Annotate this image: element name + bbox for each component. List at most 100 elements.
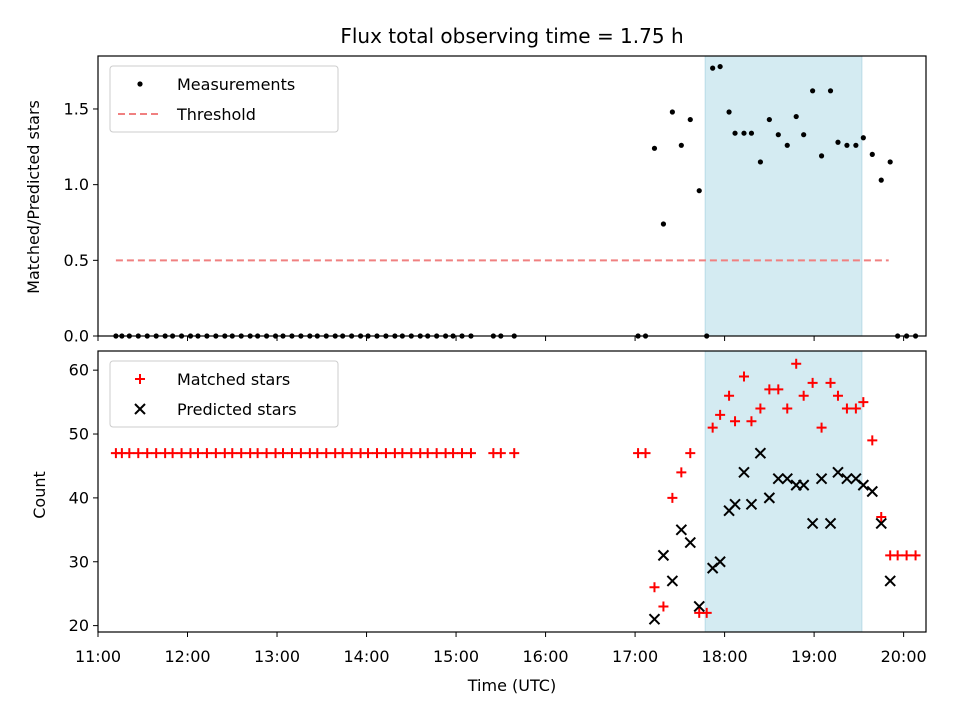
data-point: [649, 582, 660, 593]
data-point: [797, 479, 810, 491]
data-point: [844, 142, 850, 148]
data-point: [363, 448, 374, 459]
x-tick-label: 16:00: [523, 647, 569, 666]
series-predicted-stars: [648, 447, 896, 625]
data-point: [816, 422, 827, 433]
data-point: [860, 135, 866, 141]
data-point: [236, 448, 247, 459]
legend-marker: [135, 374, 145, 384]
data-point: [142, 448, 153, 459]
data-point: [764, 384, 775, 395]
y-tick-label: 30: [69, 552, 89, 571]
x-tick-label: 13:00: [254, 647, 300, 666]
data-point: [201, 448, 212, 459]
data-point: [853, 142, 859, 148]
legend-marker: [137, 81, 143, 87]
data-point: [133, 448, 144, 459]
data-point: [781, 473, 793, 485]
y-tick-label: 1.0: [64, 175, 89, 194]
data-point: [687, 116, 693, 123]
y-tick-label: 60: [69, 361, 89, 380]
data-point: [648, 613, 661, 625]
data-point: [741, 130, 747, 136]
chart-title: Flux total observing time = 1.75 h: [340, 24, 683, 48]
data-point: [657, 549, 670, 562]
data-point: [696, 188, 702, 194]
data-point: [835, 139, 841, 145]
data-point: [827, 88, 834, 94]
data-point: [707, 422, 718, 433]
data-point: [684, 536, 696, 549]
data-point: [448, 448, 459, 459]
x-tick-label: 20:00: [881, 647, 927, 666]
data-point: [667, 492, 678, 503]
x-tick-label: 12:00: [164, 647, 210, 666]
data-point: [807, 377, 818, 388]
data-point: [757, 159, 764, 165]
top-y-axis-label: Matched/Predicted stars: [24, 100, 43, 294]
data-point: [773, 384, 784, 395]
axes-frame: [97, 55, 927, 337]
data-point: [724, 390, 735, 401]
data-point: [210, 448, 221, 459]
data-point: [167, 448, 178, 459]
data-point: [763, 492, 776, 504]
data-point: [509, 448, 520, 459]
data-point: [726, 109, 732, 115]
bottom-panel: 20 30 40 50 60 11:00 12:00 13:00 14:00 15:00 16:00…: [69, 350, 927, 666]
data-point: [151, 448, 162, 459]
data-point: [640, 448, 651, 459]
y-tick-label: 1.5: [64, 99, 89, 118]
data-point: [658, 601, 669, 612]
data-point: [832, 390, 843, 401]
data-point: [815, 473, 828, 485]
x-tick-label: 18:00: [702, 647, 748, 666]
data-point: [901, 550, 912, 561]
data-point: [710, 65, 716, 71]
data-point: [286, 448, 297, 459]
data-point: [717, 63, 723, 70]
data-point: [772, 473, 785, 485]
data-point: [675, 524, 688, 536]
x-tick-label: 14:00: [343, 647, 389, 666]
data-point: [465, 448, 476, 459]
data-point: [732, 130, 738, 136]
data-point: [730, 416, 741, 427]
data-point: [714, 556, 726, 568]
series-matched-stars: [110, 358, 921, 618]
data-point: [878, 177, 884, 183]
data-point: [869, 151, 875, 157]
data-point: [798, 390, 809, 401]
highlight-span: [704, 55, 863, 337]
data-point: [755, 403, 766, 414]
data-point: [892, 550, 903, 561]
data-point: [884, 575, 896, 587]
data-point: [685, 448, 696, 459]
data-point: [745, 498, 758, 510]
data-point: [729, 498, 741, 510]
data-point: [876, 512, 887, 523]
data-point: [784, 142, 790, 148]
data-point: [818, 153, 825, 159]
y-tick-label: 40: [69, 488, 89, 507]
x-tick-label: 15:00: [433, 647, 479, 666]
legend-label: Predicted stars: [177, 400, 297, 419]
data-point: [457, 448, 468, 459]
data-point: [875, 517, 887, 530]
data-point: [176, 448, 187, 459]
data-point: [252, 448, 263, 459]
data-point: [754, 447, 767, 459]
data-point: [676, 467, 687, 478]
legend-label: Matched stars: [177, 370, 290, 389]
data-point: [422, 448, 433, 459]
legend-box: [109, 65, 339, 133]
y-tick-label: 50: [69, 425, 89, 444]
data-point: [277, 448, 288, 459]
legend-marker: [134, 403, 146, 415]
data-point: [261, 448, 272, 459]
data-point: [738, 371, 749, 382]
data-point: [793, 113, 799, 120]
data-point: [810, 88, 816, 94]
data-point: [775, 132, 781, 138]
